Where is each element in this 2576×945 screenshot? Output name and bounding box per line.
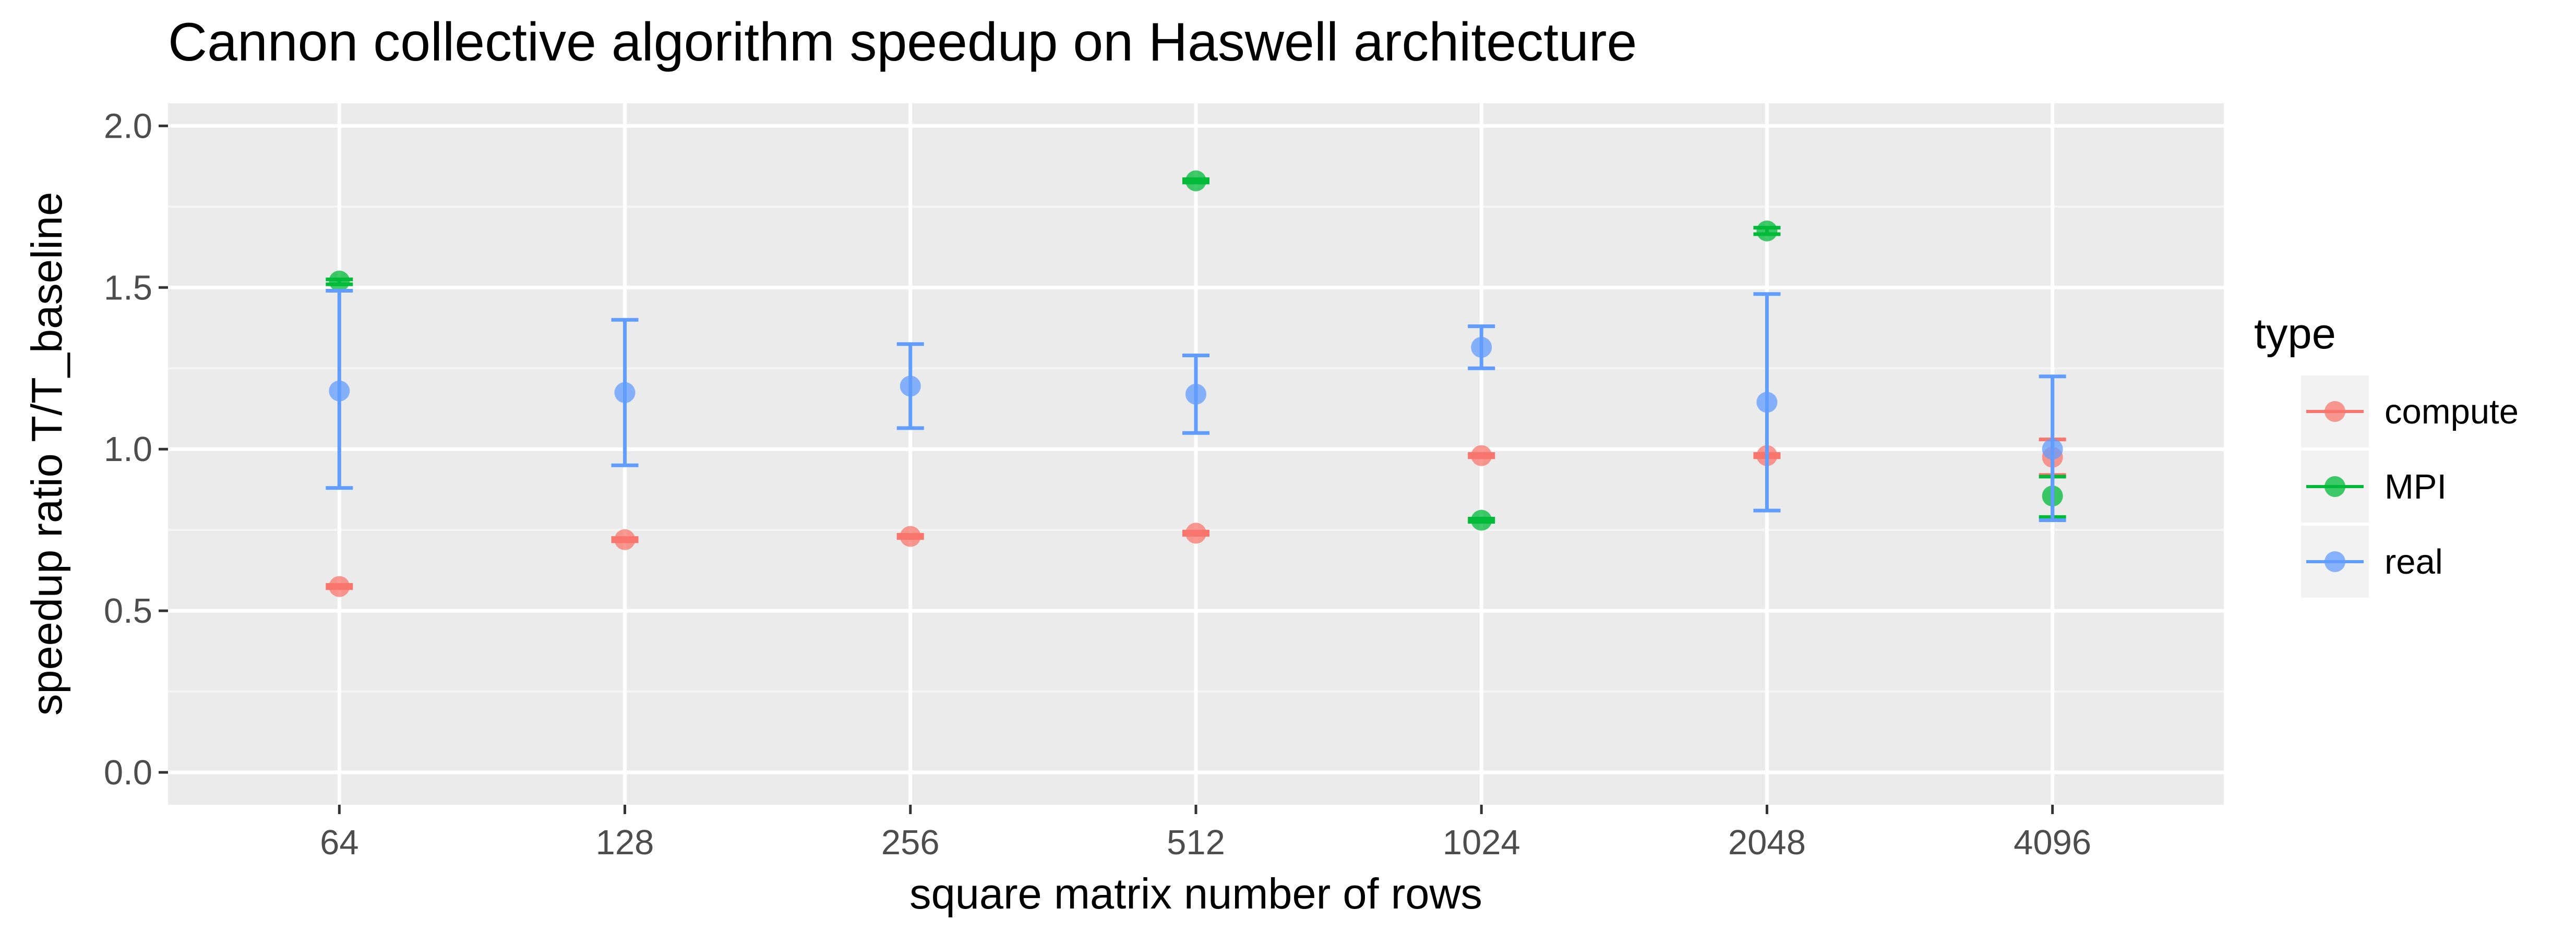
x-tick-label: 128: [596, 823, 654, 862]
data-point-real: [614, 382, 636, 403]
x-axis-label: square matrix number of rows: [909, 869, 1482, 918]
y-tick-label: 0.5: [104, 591, 152, 631]
data-point-compute: [1185, 523, 1206, 544]
data-point-real: [900, 375, 921, 397]
data-point-real: [1185, 383, 1206, 405]
x-tick-label: 512: [1167, 823, 1225, 862]
legend-key-point: [2325, 401, 2345, 422]
data-point-real: [2042, 439, 2063, 460]
legend-item-compute: compute: [2301, 375, 2519, 447]
legend-title: type: [2254, 309, 2336, 358]
series-compute: [326, 438, 2066, 597]
y-tick-label: 1.0: [104, 430, 152, 469]
data-point-mpi: [329, 270, 350, 292]
y-axis-label: speedup ratio T/T_baseline: [22, 192, 71, 716]
data-point-mpi: [1756, 220, 1778, 241]
chart-title: Cannon collective algorithm speedup on H…: [168, 12, 1637, 72]
x-tick-label: 4096: [2014, 823, 2091, 862]
x-axis-ticks: 64 128 256 512 1024 2048 4096: [320, 805, 2091, 862]
legend-label-compute: compute: [2385, 392, 2519, 431]
data-point-compute: [614, 529, 636, 550]
series-mpi: [326, 170, 2066, 531]
data-point-real: [329, 380, 350, 402]
legend-label-mpi: MPI: [2385, 467, 2447, 506]
x-tick-label: 2048: [1728, 823, 1806, 862]
x-tick-label: 256: [881, 823, 940, 862]
data-point-compute: [900, 526, 921, 547]
data-layer: [326, 170, 2066, 597]
x-tick-label: 64: [320, 823, 359, 862]
y-tick-label: 1.5: [104, 268, 152, 307]
legend-label-real: real: [2385, 542, 2443, 581]
y-tick-label: 2.0: [104, 106, 152, 146]
data-point-compute: [1471, 445, 1492, 466]
data-point-compute: [329, 576, 350, 597]
y-axis-ticks: 0.0 0.5 1.0 1.5 2.0: [104, 106, 168, 792]
legend-item-real: real: [2301, 526, 2443, 598]
series-real: [326, 288, 2066, 523]
data-point-real: [1756, 392, 1778, 413]
legend-key-point: [2325, 476, 2345, 497]
data-point-real: [1471, 336, 1492, 358]
data-point-mpi: [1471, 510, 1492, 531]
data-point-mpi: [1185, 170, 1206, 191]
legend-key-point: [2325, 551, 2345, 572]
y-tick-label: 0.0: [104, 753, 152, 792]
x-tick-label: 1024: [1443, 823, 1520, 862]
legend: type compute MPI real: [2254, 309, 2519, 598]
legend-item-mpi: MPI: [2301, 451, 2447, 523]
